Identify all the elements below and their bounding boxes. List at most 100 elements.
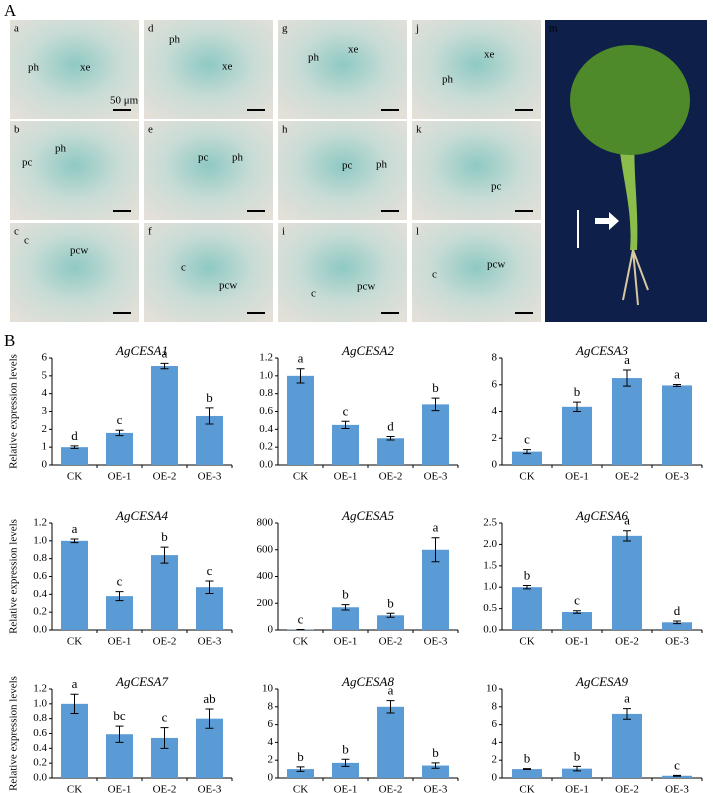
micrograph-label: b <box>14 124 20 136</box>
significance-letter: c <box>162 710 168 725</box>
bar <box>377 615 404 630</box>
y-tick-label: 2 <box>492 754 498 766</box>
tissue-label: pcw <box>219 280 237 292</box>
y-tick-label: 8 <box>492 700 498 712</box>
significance-letter: c <box>298 611 304 626</box>
chart-title: AgCESA1 <box>115 343 168 358</box>
tissue-label: pc <box>491 181 502 193</box>
x-tick-label: OE-3 <box>665 784 689 793</box>
micrograph <box>10 20 139 119</box>
significance-letter: a <box>162 345 168 360</box>
panel-label: A <box>4 1 17 20</box>
error-bar <box>205 708 214 729</box>
bar <box>377 438 404 465</box>
error-bar <box>673 620 681 625</box>
x-tick-label: OE-2 <box>379 636 403 648</box>
bar <box>422 765 449 778</box>
significance-letter: b <box>432 380 439 395</box>
error-bar <box>573 610 581 614</box>
bar <box>287 769 314 778</box>
bar <box>61 540 88 630</box>
y-tick-label: 0.6 <box>33 727 47 739</box>
x-tick-label: OE-1 <box>334 471 358 483</box>
tissue-label: c <box>432 269 437 281</box>
significance-letter: a <box>72 521 78 536</box>
panel-label: B <box>4 331 15 350</box>
tissue-label: pcw <box>357 281 375 293</box>
chart-title: AgCESA7 <box>115 674 168 689</box>
tissue-label: 50 μm <box>110 95 139 107</box>
tissue-label: c <box>24 235 29 247</box>
x-tick-label: OE-3 <box>424 471 448 483</box>
x-tick-label: OE-1 <box>108 636 132 648</box>
significance-letter: b <box>387 595 394 610</box>
error-bar <box>341 604 350 611</box>
x-tick-label: CK <box>519 636 534 648</box>
tissue-label: xe <box>484 49 495 61</box>
significance-letter: a <box>624 352 630 367</box>
bar <box>512 587 542 630</box>
significance-letter: c <box>574 593 580 608</box>
micrograph-label: a <box>14 23 19 35</box>
error-bar <box>573 765 581 772</box>
error-bar <box>673 774 681 777</box>
x-tick-label: OE-2 <box>615 784 639 793</box>
y-tick-label: 0 <box>268 624 274 636</box>
tissue-label: xe <box>348 44 359 56</box>
y-tick-label: 4 <box>492 736 498 748</box>
micrograph-label: j <box>415 23 419 35</box>
bar <box>196 587 223 630</box>
error-bar <box>70 538 79 544</box>
y-tick-label: 0.2 <box>259 441 273 453</box>
error-bar <box>386 700 395 714</box>
bar <box>612 535 642 630</box>
bar <box>106 432 133 465</box>
tissue-label: ph <box>55 143 67 155</box>
significance-letter: d <box>387 418 394 433</box>
y-tick-label: 1.5 <box>483 559 497 571</box>
micrograph-label: e <box>148 124 153 136</box>
chart-title: AgCESA6 <box>575 508 628 523</box>
micrograph <box>144 223 273 322</box>
error-bar <box>115 429 124 437</box>
y-tick-label: 0.5 <box>483 602 497 614</box>
micrograph <box>10 121 139 220</box>
x-tick-label: CK <box>519 471 534 483</box>
error-bar <box>431 762 440 769</box>
y-tick-label: 4 <box>42 387 48 399</box>
significance-letter: c <box>117 574 123 589</box>
significance-letter: b <box>161 529 168 544</box>
significance-letter: b <box>297 749 304 764</box>
significance-letter: b <box>206 390 213 405</box>
micrograph <box>144 121 273 220</box>
bar <box>61 447 88 465</box>
y-tick-label: 1.2 <box>33 683 47 695</box>
y-tick-label: 2.0 <box>483 538 497 550</box>
micrograph <box>412 20 541 119</box>
y-tick-label: 0.4 <box>33 588 47 600</box>
micrograph <box>412 121 541 220</box>
y-tick-label: 0.4 <box>33 742 47 754</box>
y-tick-label: 1.0 <box>33 534 47 546</box>
error-bar <box>205 407 214 425</box>
chart-title: AgCESA4 <box>115 508 168 523</box>
error-bar <box>70 693 79 714</box>
x-tick-label: OE-2 <box>379 784 403 793</box>
y-tick-label: 6 <box>42 352 48 364</box>
x-tick-label: CK <box>67 636 82 648</box>
x-tick-label: OE-3 <box>198 636 222 648</box>
significance-letter: a <box>624 513 630 528</box>
y-tick-label: 0 <box>492 459 498 471</box>
error-bar <box>115 725 124 743</box>
significance-letter: d <box>71 428 78 443</box>
x-tick-label: OE-1 <box>565 784 589 793</box>
y-tick-label: 1 <box>42 441 48 453</box>
y-tick-label: 8 <box>492 352 498 364</box>
tissue-label: c <box>181 262 186 274</box>
micrograph <box>144 20 273 119</box>
tissue-label: ph <box>169 34 181 46</box>
y-tick-label: 0.2 <box>33 606 47 618</box>
bar <box>662 622 692 630</box>
significance-letter: b <box>342 741 349 756</box>
